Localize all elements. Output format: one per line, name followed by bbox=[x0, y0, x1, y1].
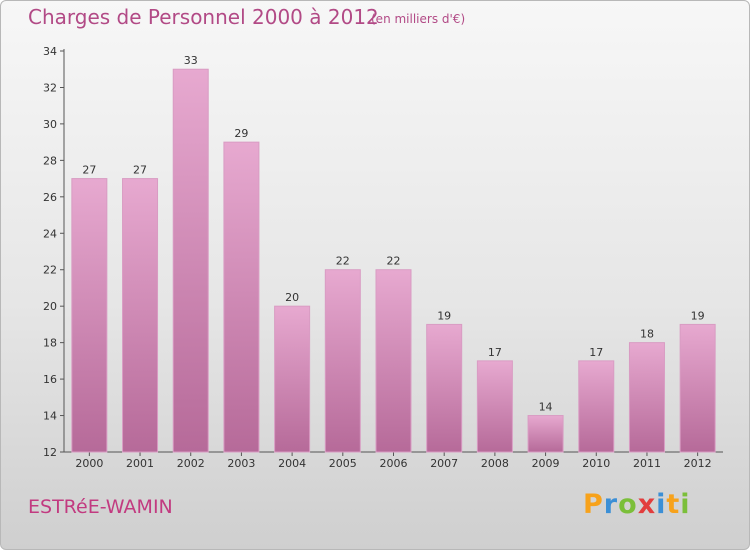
bar bbox=[71, 178, 108, 453]
y-tick-label: 14 bbox=[43, 410, 57, 423]
bar-value-label: 20 bbox=[285, 291, 299, 304]
chart-title: Charges de Personnel 2000 à 2012 bbox=[28, 5, 379, 29]
x-tick-label: 2011 bbox=[633, 457, 661, 470]
x-tick-label: 2004 bbox=[278, 457, 306, 470]
bar bbox=[122, 178, 159, 453]
bar bbox=[578, 360, 615, 453]
bar bbox=[628, 342, 665, 453]
bar bbox=[426, 323, 463, 453]
y-tick-label: 30 bbox=[43, 118, 57, 131]
bar bbox=[223, 141, 260, 453]
x-tick-label: 2007 bbox=[430, 457, 458, 470]
bar-value-label: 29 bbox=[234, 127, 248, 140]
bar-value-label: 33 bbox=[184, 54, 198, 67]
x-tick-label: 2000 bbox=[75, 457, 103, 470]
bar bbox=[274, 305, 311, 453]
bar-value-label: 19 bbox=[691, 309, 705, 322]
x-tick-label: 2009 bbox=[532, 457, 560, 470]
bar-value-label: 19 bbox=[437, 309, 451, 322]
x-tick-label: 2010 bbox=[582, 457, 610, 470]
bar-value-label: 17 bbox=[488, 346, 502, 359]
x-tick-label: 2001 bbox=[126, 457, 154, 470]
bar-value-label: 22 bbox=[387, 255, 401, 268]
commune-name: ESTRéE-WAMIN bbox=[28, 496, 173, 518]
logo-letter: i bbox=[680, 489, 691, 520]
logo-letter: r bbox=[603, 489, 619, 520]
bar bbox=[527, 415, 564, 453]
proxiti-logo: Proxiti bbox=[583, 489, 691, 520]
y-tick-label: 18 bbox=[43, 337, 57, 350]
y-tick-label: 20 bbox=[43, 300, 57, 313]
y-tick-label: 26 bbox=[43, 191, 57, 204]
y-tick-label: 22 bbox=[43, 264, 57, 277]
bar bbox=[324, 269, 361, 453]
logo-letter: x bbox=[637, 489, 657, 520]
bar-value-label: 22 bbox=[336, 255, 350, 268]
x-tick-label: 2002 bbox=[177, 457, 205, 470]
bar bbox=[679, 323, 716, 453]
logo-letter: o bbox=[618, 489, 638, 520]
logo-letter: t bbox=[666, 489, 681, 520]
bar bbox=[172, 68, 209, 453]
bar-value-label: 27 bbox=[133, 164, 147, 177]
bar bbox=[476, 360, 513, 453]
logo-letter: i bbox=[656, 489, 667, 520]
chart-subtitle: (en milliers d'€) bbox=[371, 12, 466, 26]
y-tick-label: 32 bbox=[43, 81, 57, 94]
y-tick-label: 12 bbox=[43, 446, 57, 459]
bar-value-label: 27 bbox=[82, 164, 96, 177]
x-tick-label: 2005 bbox=[329, 457, 357, 470]
y-tick-label: 28 bbox=[43, 154, 57, 167]
bar-value-label: 18 bbox=[640, 328, 654, 341]
x-tick-label: 2006 bbox=[380, 457, 408, 470]
x-tick-label: 2003 bbox=[227, 457, 255, 470]
logo-letter: P bbox=[583, 489, 604, 520]
bar bbox=[375, 269, 412, 453]
x-tick-label: 2012 bbox=[684, 457, 712, 470]
bar-value-label: 17 bbox=[589, 346, 603, 359]
x-tick-label: 2008 bbox=[481, 457, 509, 470]
bar-value-label: 14 bbox=[539, 401, 553, 414]
y-tick-label: 16 bbox=[43, 373, 57, 386]
y-tick-label: 24 bbox=[43, 227, 57, 240]
y-tick-label: 34 bbox=[43, 45, 57, 58]
